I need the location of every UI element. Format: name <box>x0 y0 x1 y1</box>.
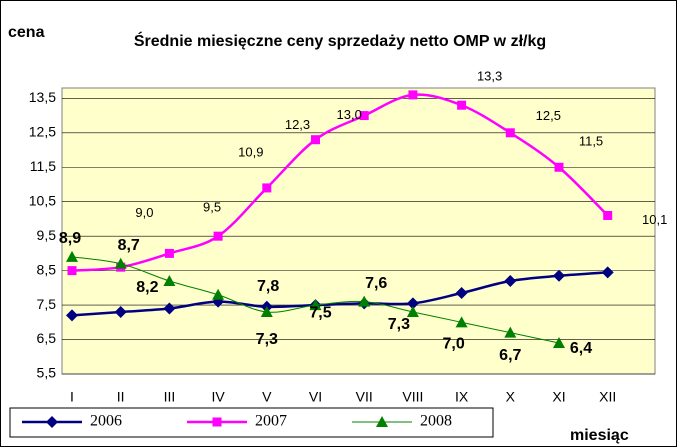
marker <box>311 135 320 145</box>
marker <box>260 305 273 317</box>
data-label: 9,0 <box>135 205 153 220</box>
marker <box>455 287 468 300</box>
data-label: 12,5 <box>536 108 561 123</box>
x-tick-label: VIII <box>402 389 423 405</box>
y-tick-label: 10,5 <box>29 192 56 208</box>
x-tick-label: XI <box>552 389 565 405</box>
data-label: 8,9 <box>59 230 81 247</box>
data-label: 6,4 <box>570 340 592 357</box>
marker <box>164 248 174 258</box>
x-tick-label: VII <box>356 389 373 405</box>
y-axis-label: cena <box>8 24 45 41</box>
data-label: 11,5 <box>579 134 603 149</box>
marker <box>406 297 419 310</box>
marker <box>457 100 467 110</box>
legend-marker <box>212 417 222 427</box>
marker <box>455 316 468 328</box>
x-tick-label: IV <box>211 389 225 405</box>
y-tick-label: 7,5 <box>37 296 57 312</box>
data-label: 13,0 <box>337 107 362 122</box>
marker <box>504 274 517 287</box>
x-tick-label: IX <box>455 389 469 405</box>
data-label: 8,2 <box>136 279 158 296</box>
marker <box>212 288 225 300</box>
data-label: 6,7 <box>499 347 521 364</box>
data-label: 7,3 <box>256 331 278 348</box>
data-label: 7,0 <box>442 336 464 353</box>
y-tick-label: 6,5 <box>37 330 57 346</box>
marker <box>114 305 127 318</box>
plot-area <box>61 87 656 375</box>
marker <box>114 257 127 269</box>
marker <box>213 231 223 241</box>
legend-label: 2008 <box>420 413 452 430</box>
legend-label: 2006 <box>90 413 122 430</box>
y-tick-label: 8,5 <box>37 261 57 277</box>
marker <box>406 305 419 317</box>
data-label: 10,9 <box>238 144 263 159</box>
legend-marker <box>46 416 58 428</box>
data-label: 7,8 <box>257 278 279 295</box>
marker <box>66 309 78 322</box>
data-label: 9,5 <box>203 200 221 215</box>
chart-title: Średnie miesięczne ceny sprzedaży netto … <box>133 33 547 50</box>
marker <box>504 326 517 338</box>
marker <box>66 250 78 262</box>
data-label: 13,3 <box>477 69 502 84</box>
marker <box>163 274 176 286</box>
y-tick-label: 12,5 <box>29 123 56 139</box>
marker <box>603 210 613 220</box>
data-label: 12,3 <box>285 117 310 132</box>
y-tick-label: 9,5 <box>37 227 57 243</box>
marker <box>553 269 565 282</box>
marker <box>358 295 371 307</box>
legend-label: 2007 <box>255 413 287 430</box>
x-tick-label: XII <box>599 389 616 405</box>
marker <box>309 299 322 311</box>
marker <box>67 266 77 276</box>
marker <box>505 128 515 138</box>
x-axis-label: miesiąc <box>570 427 629 444</box>
marker <box>601 266 614 279</box>
marker <box>408 90 418 100</box>
y-tick-label: 5,5 <box>37 365 57 381</box>
x-tick-label: II <box>117 389 125 405</box>
legend <box>9 407 494 438</box>
marker <box>262 183 272 193</box>
marker <box>554 162 564 172</box>
marker <box>553 336 565 348</box>
x-tick-label: III <box>164 389 176 405</box>
x-tick-label: VI <box>309 389 322 405</box>
x-tick-label: X <box>506 389 516 405</box>
data-label: 8,7 <box>118 237 140 254</box>
legend-marker <box>376 416 388 427</box>
data-label: 7,3 <box>388 316 410 333</box>
y-tick-label: 13,5 <box>29 89 56 105</box>
y-tick-label: 11,5 <box>30 158 56 174</box>
x-tick-label: I <box>70 389 74 405</box>
data-label: 7,5 <box>309 304 331 321</box>
data-label: 7,6 <box>365 275 387 292</box>
data-label: 10,1 <box>642 212 667 227</box>
marker <box>359 111 369 121</box>
x-tick-label: V <box>262 389 272 405</box>
marker <box>163 302 176 315</box>
